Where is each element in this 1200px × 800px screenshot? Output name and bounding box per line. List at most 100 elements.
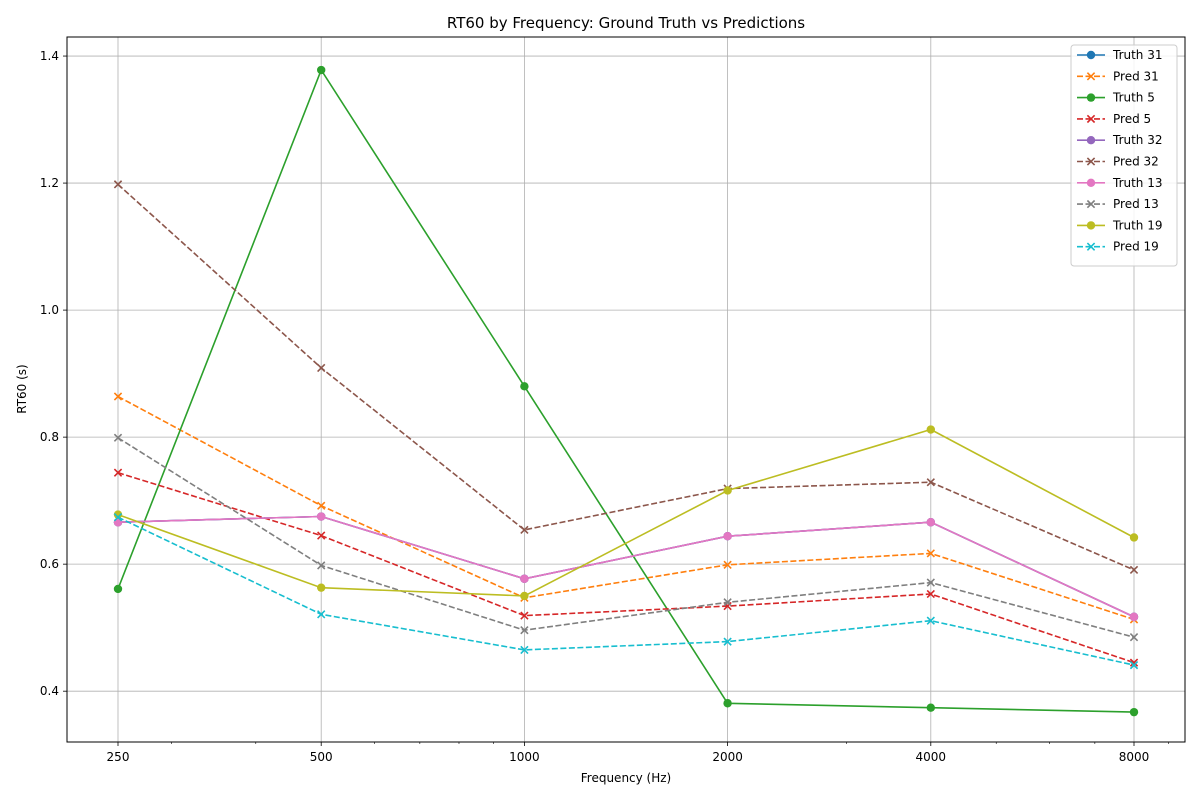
- data-point: [113, 468, 123, 477]
- data-point: [520, 382, 529, 391]
- legend-label: Pred 32: [1113, 155, 1159, 169]
- data-point: [520, 574, 529, 583]
- data-point: [520, 626, 529, 635]
- y-axis-title: RT60 (s): [15, 364, 29, 414]
- data-point: [723, 598, 732, 607]
- x-tick-label: 500: [310, 750, 333, 764]
- data-point: [520, 645, 529, 655]
- plot-area: 250 500 1000 2000 4000 8000 0.4 0.6 0.8 1.0 1.2 1.…: [40, 36, 1186, 764]
- series-line-pred-32: [117, 183, 1135, 571]
- data-point: [520, 525, 529, 535]
- data-point: [113, 433, 123, 442]
- x-axis: 250 500 1000 2000 4000 8000: [107, 742, 1169, 764]
- legend-label: Truth 5: [1112, 91, 1155, 105]
- data-point: [723, 486, 732, 495]
- plot-background: [67, 37, 1185, 742]
- legend-marker: [1086, 93, 1096, 102]
- legend-item: Truth 32: [1077, 133, 1163, 147]
- data-point: [317, 363, 326, 373]
- data-point: [723, 560, 732, 569]
- data-point: [113, 392, 123, 401]
- data-point: [317, 531, 326, 540]
- data-point: [926, 425, 935, 434]
- legend-item: Truth 5: [1077, 91, 1155, 105]
- data-point: [113, 510, 123, 519]
- legend-label: Pred 13: [1113, 197, 1159, 211]
- data-point: [1129, 533, 1139, 542]
- data-point: [1129, 660, 1139, 670]
- legend-item: Truth 13: [1077, 176, 1163, 190]
- legend-item: Truth 19: [1077, 218, 1163, 232]
- legend-item: Pred 13: [1077, 197, 1159, 211]
- legend: Truth 31 Pred 31 Truth 5 Pred 5 Truth 32 Pred…: [1070, 44, 1178, 267]
- legend-label: Pred 5: [1113, 112, 1151, 126]
- data-point: [317, 512, 326, 521]
- data-point: [317, 583, 326, 592]
- legend-label: Truth 19: [1112, 218, 1163, 232]
- data-point: [926, 549, 935, 558]
- legend-label: Pred 19: [1113, 240, 1159, 254]
- x-tick-label: 8000: [1119, 750, 1150, 764]
- y-tick-label: 0.4: [40, 684, 59, 698]
- x-axis-title: Frequency (Hz): [581, 771, 672, 785]
- data-point: [317, 65, 326, 75]
- legend-marker: [1086, 178, 1096, 187]
- data-point: [926, 578, 935, 587]
- series-line-pred-19: [117, 516, 1135, 666]
- legend-item: Pred 19: [1077, 240, 1159, 254]
- legend-marker: [1086, 199, 1096, 209]
- legend-marker: [1086, 72, 1096, 81]
- data-point: [113, 512, 123, 522]
- legend-marker: [1086, 114, 1096, 124]
- data-point: [723, 637, 732, 646]
- data-point: [1129, 633, 1139, 642]
- data-point: [926, 703, 935, 712]
- data-point: [1129, 565, 1139, 575]
- legend-marker: [1086, 157, 1096, 166]
- series-line-pred-5: [117, 471, 1135, 664]
- series-pred-32: [113, 180, 1139, 575]
- data-point: [723, 532, 732, 541]
- series-pred-31: [113, 392, 1139, 624]
- data-point: [926, 478, 935, 487]
- x-tick-label: 1000: [509, 750, 540, 764]
- data-point: [520, 611, 529, 620]
- data-point: [723, 699, 732, 708]
- legend-label: Truth 31: [1112, 48, 1163, 62]
- data-point: [1129, 612, 1139, 622]
- data-point: [1129, 707, 1139, 717]
- legend-marker: [1086, 221, 1096, 230]
- data-point: [926, 518, 935, 527]
- x-tick-label: 2000: [712, 750, 743, 764]
- data-point: [113, 584, 123, 594]
- y-tick-label: 1.2: [40, 176, 59, 190]
- data-point: [317, 610, 326, 619]
- series-pred-13: [113, 433, 1139, 642]
- data-point: [520, 591, 529, 601]
- x-tick-label: 4000: [916, 750, 947, 764]
- legend-box: [1070, 44, 1178, 267]
- series-truth-19: [113, 425, 1139, 601]
- y-tick-label: 1.4: [40, 49, 59, 63]
- series-layer: [113, 65, 1139, 717]
- legend-item: Truth 31: [1077, 48, 1163, 62]
- y-axis: 0.4 0.6 0.8 1.0 1.2 1.4: [40, 49, 67, 698]
- series-truth-13: [113, 512, 1139, 622]
- series-line-truth-19: [117, 428, 1135, 597]
- data-point: [926, 589, 935, 599]
- y-tick-label: 0.6: [40, 557, 59, 571]
- data-point: [1129, 658, 1139, 667]
- series-line-truth-5: [117, 68, 1135, 713]
- legend-item: Pred 32: [1077, 155, 1159, 169]
- legend-label: Pred 31: [1113, 69, 1159, 83]
- data-point: [926, 616, 935, 625]
- legend-marker: [1086, 50, 1096, 60]
- legend-marker: [1086, 242, 1096, 251]
- legend-item: Pred 31: [1077, 69, 1159, 83]
- y-tick-label: 0.8: [40, 430, 59, 444]
- x-tick-label: 250: [107, 750, 130, 764]
- series-pred-19: [113, 512, 1139, 670]
- legend-label: Truth 13: [1112, 176, 1163, 190]
- series-line-pred-13: [117, 437, 1135, 638]
